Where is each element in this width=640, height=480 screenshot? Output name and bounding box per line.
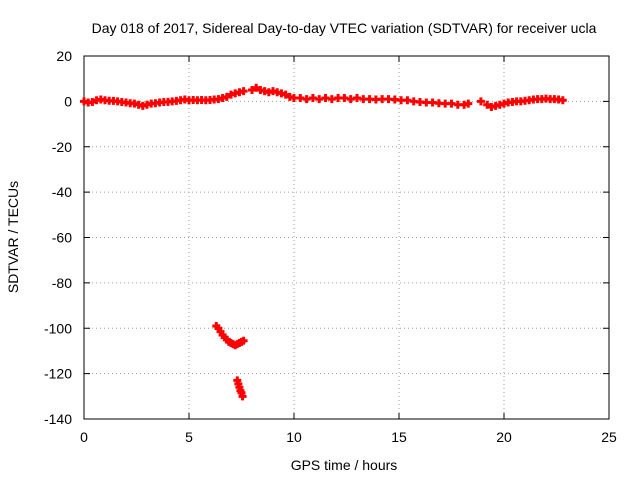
y-tick-label: 20 xyxy=(56,48,72,64)
x-tick-label: 25 xyxy=(601,429,617,445)
data-point xyxy=(248,86,256,95)
y-tick-label: -120 xyxy=(44,366,72,382)
data-point xyxy=(464,99,473,108)
data-point xyxy=(476,97,485,106)
x-tick-label: 0 xyxy=(80,429,88,445)
y-tick-label: -20 xyxy=(52,139,72,155)
data-point xyxy=(222,92,231,101)
chart-title: Day 018 of 2017, Sidereal Day-to-day VTE… xyxy=(92,20,597,36)
y-tick-label: -100 xyxy=(44,320,72,336)
y-tick-label: -40 xyxy=(52,184,72,200)
y-tick-label: -80 xyxy=(52,275,72,291)
data-point xyxy=(88,98,97,107)
grid-lines xyxy=(84,56,609,419)
data-point xyxy=(238,392,247,401)
y-tick-label: -140 xyxy=(44,411,72,427)
axis-ticks: 0 5 10 15 20 25 20 0 -20 -40 -60 -80 -100 -120 -140 xyxy=(44,48,617,445)
plot-frame xyxy=(83,55,610,420)
data-points xyxy=(80,83,567,401)
data-point xyxy=(558,96,567,105)
x-tick-label: 15 xyxy=(391,429,407,445)
x-tick-label: 5 xyxy=(185,429,193,445)
y-axis-label: SDTVAR / TECUs xyxy=(5,181,21,293)
data-point xyxy=(281,90,290,99)
data-point xyxy=(239,336,248,345)
y-tick-label: -60 xyxy=(52,230,72,246)
y-tick-label: 0 xyxy=(64,93,72,109)
data-point xyxy=(252,83,261,92)
x-axis-label: GPS time / hours xyxy=(291,457,398,473)
x-tick-label: 20 xyxy=(496,429,512,445)
data-point xyxy=(239,87,248,96)
data-point xyxy=(483,100,492,109)
x-tick-label: 10 xyxy=(286,429,302,445)
